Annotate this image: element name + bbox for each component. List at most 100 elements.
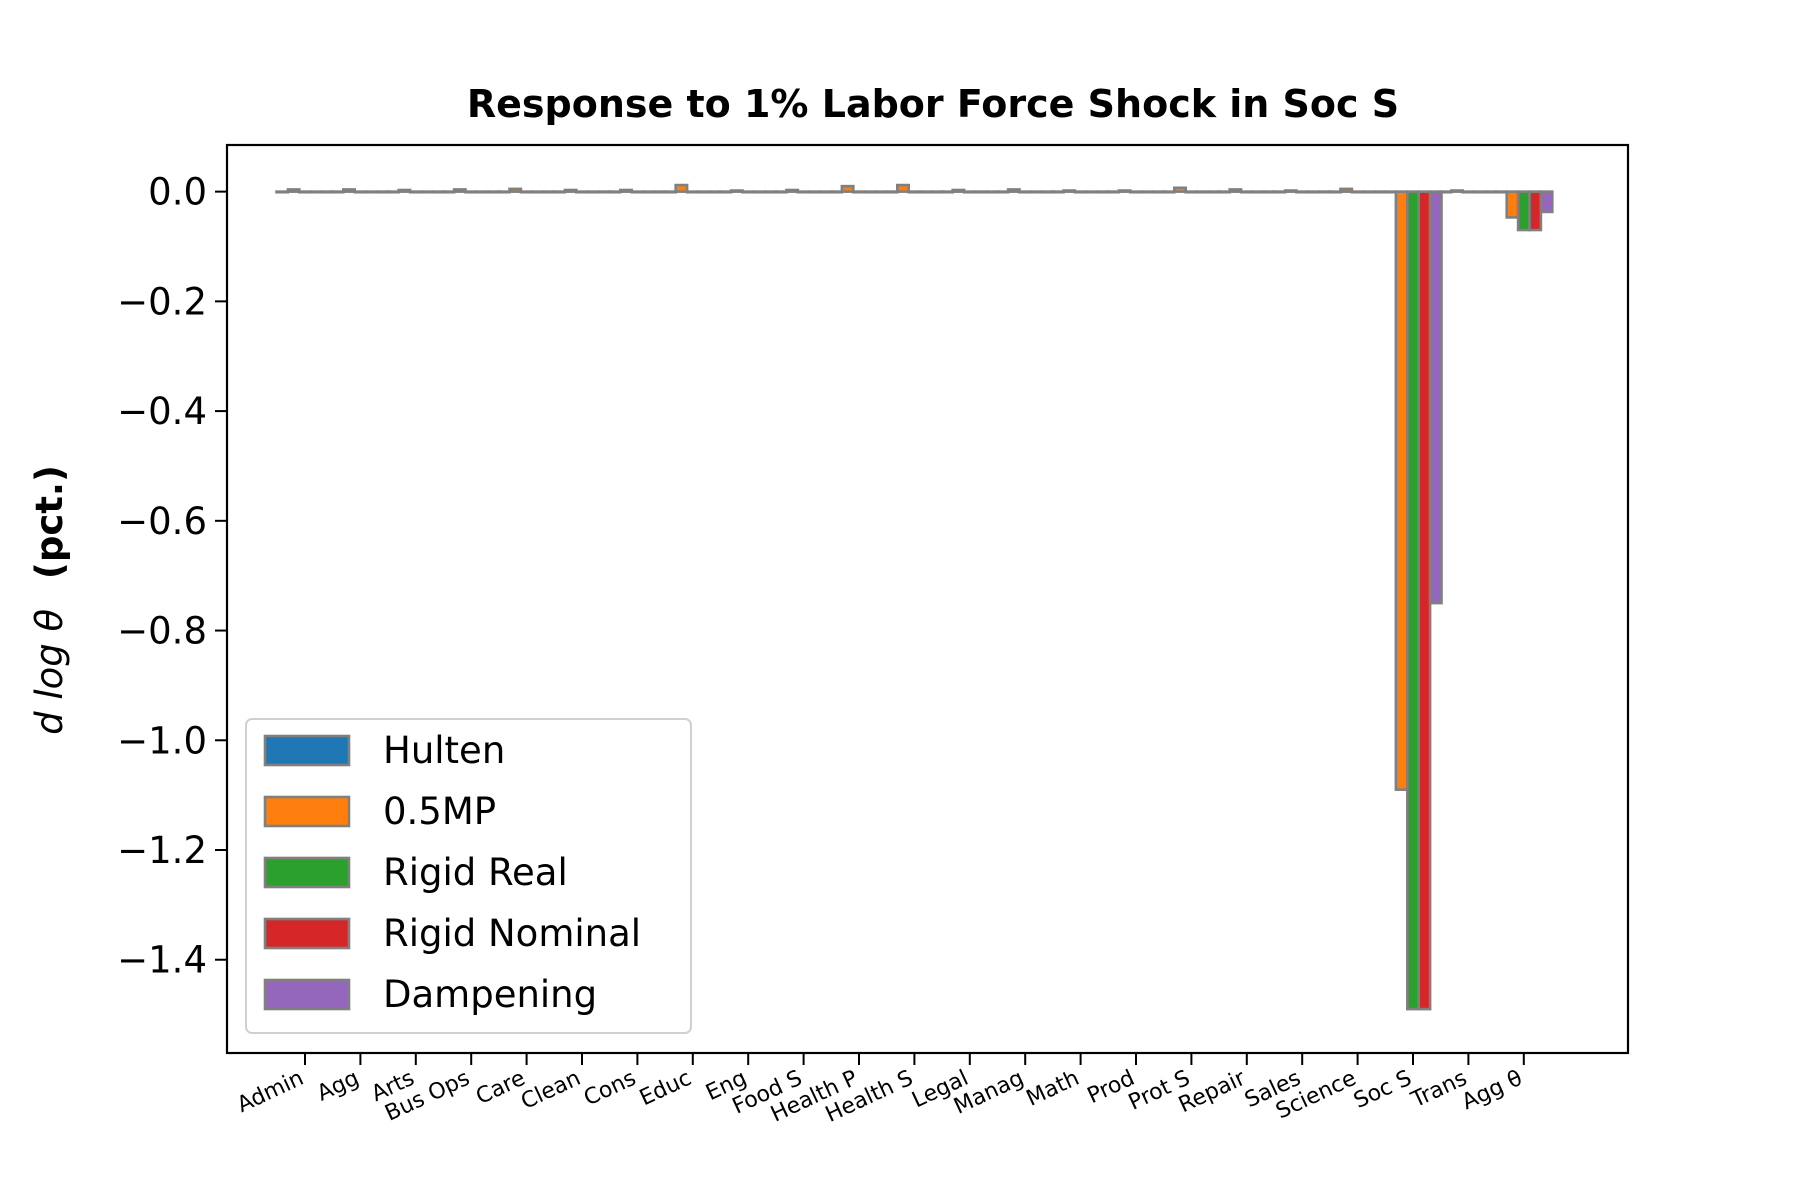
bar-rigid-nominal-1: [364, 190, 379, 194]
bar-hulten-22: [1494, 190, 1509, 194]
chart-title: Response to 1% Labor Force Shock in Soc …: [467, 82, 1399, 126]
bar-hulten-12: [939, 190, 954, 194]
legend-label-1: 0.5MP: [383, 790, 496, 833]
bar-rigid-real-17: [1239, 190, 1254, 194]
bar-rigid-real-9: [796, 190, 811, 194]
bar-rigid-nominal-22: [1528, 190, 1543, 232]
bar-rigid-real-20: [1406, 190, 1421, 1011]
bar-rigid-nominal-18: [1306, 190, 1321, 194]
bar-hulten-16: [1161, 190, 1176, 194]
bar-rigid-real-6: [630, 190, 645, 194]
bar-0-5mp-8: [729, 189, 744, 193]
bar-0-5mp-0: [286, 188, 301, 193]
bar-hulten-15: [1106, 190, 1121, 194]
bar-rigid-real-18: [1295, 190, 1310, 194]
bar-hulten-7: [662, 190, 677, 194]
y-axis-label: d log θ (pct.): [28, 465, 71, 735]
bar-0-5mp-19: [1339, 187, 1354, 193]
bar-rigid-real-13: [1018, 190, 1033, 194]
bar-hulten-18: [1272, 190, 1287, 194]
svg-text:d log θ (pct.): d log θ (pct.): [28, 465, 71, 735]
legend-box: [245, 718, 692, 1034]
x-tick-label-5: Clean: [517, 1066, 584, 1115]
bar-rigid-nominal-8: [752, 190, 767, 194]
bar-rigid-real-10: [851, 190, 866, 194]
x-tick-label-22: Agg θ: [1458, 1066, 1526, 1115]
bar-rigid-nominal-15: [1140, 190, 1155, 194]
bar-rigid-nominal-10: [863, 190, 878, 194]
legend-swatch-0: [263, 734, 351, 767]
bar-rigid-nominal-20: [1417, 190, 1432, 1011]
bar-0-5mp-11: [895, 183, 910, 193]
bar-0-5mp-9: [785, 188, 800, 193]
bar-dampening-20: [1428, 190, 1443, 605]
bar-0-5mp-22: [1505, 190, 1520, 219]
bar-hulten-3: [441, 190, 456, 194]
bar-hulten-5: [552, 190, 567, 194]
y-tick-label-2: −0.4: [117, 390, 207, 433]
x-tick-label-4: Care: [472, 1066, 529, 1110]
bar-hulten-14: [1050, 190, 1065, 194]
y-tick-label-7: −1.4: [117, 939, 207, 982]
x-tick-label-21: Trans: [1407, 1066, 1471, 1114]
legend-label-0: Hulten: [383, 729, 505, 772]
bar-rigid-nominal-3: [475, 190, 490, 194]
bar-rigid-real-3: [464, 190, 479, 194]
bar-0-5mp-18: [1283, 189, 1298, 193]
bar-hulten-10: [829, 190, 844, 194]
bar-hulten-1: [330, 190, 345, 194]
bar-rigid-nominal-14: [1085, 190, 1100, 194]
bar-rigid-nominal-13: [1029, 190, 1044, 194]
bar-rigid-nominal-0: [309, 190, 324, 194]
legend-label-2: Rigid Real: [383, 851, 568, 894]
y-axis: 0.0 −0.2 −0.4 −0.6 −0.8 −1.0 −1.2 −1.4: [117, 171, 227, 982]
bar-0-5mp-15: [1117, 189, 1132, 193]
bar-hulten-20: [1383, 190, 1398, 194]
bar-0-5mp-3: [452, 188, 467, 193]
bar-0-5mp-10: [840, 184, 855, 193]
bar-rigid-nominal-11: [918, 190, 933, 194]
bars-layer: [275, 183, 1554, 1011]
bar-0-5mp-5: [563, 188, 578, 193]
bar-rigid-real-19: [1350, 190, 1365, 194]
bar-0-5mp-6: [618, 188, 633, 193]
bar-rigid-nominal-21: [1472, 190, 1487, 194]
bar-rigid-real-0: [297, 190, 312, 194]
legend-label-4: Dampening: [383, 973, 597, 1016]
bar-rigid-real-21: [1461, 190, 1476, 194]
x-tick-label-0: Admin: [233, 1066, 307, 1118]
bar-hulten-4: [496, 190, 511, 194]
bar-dampening-22: [1539, 190, 1554, 214]
x-tick-label-1: Agg: [313, 1066, 363, 1107]
bar-hulten-9: [773, 190, 788, 194]
bar-rigid-real-8: [741, 190, 756, 194]
bar-hulten-19: [1327, 190, 1342, 194]
y-axis-label-math: d log θ: [28, 609, 71, 735]
bar-rigid-real-16: [1184, 190, 1199, 194]
bar-hulten-21: [1438, 190, 1453, 194]
bar-rigid-nominal-16: [1195, 190, 1210, 194]
x-tick-label-7: Educ: [636, 1066, 695, 1111]
y-tick-label-5: −1.0: [117, 719, 207, 762]
bar-hulten-17: [1217, 190, 1232, 194]
bar-rigid-nominal-9: [807, 190, 822, 194]
bar-0-5mp-12: [951, 188, 966, 193]
bar-hulten-6: [607, 190, 622, 194]
bar-rigid-real-5: [574, 190, 589, 194]
bar-rigid-real-2: [408, 190, 423, 194]
bar-rigid-real-14: [1073, 190, 1088, 194]
legend-label-3: Rigid Nominal: [383, 912, 641, 955]
bar-0-5mp-2: [397, 188, 412, 193]
legend: Hulten 0.5MP Rigid Real Rigid Nominal Dampen…: [245, 718, 692, 1034]
legend-swatch-1: [263, 795, 351, 828]
y-tick-label-0: 0.0: [148, 171, 207, 214]
y-tick-label-6: −1.2: [117, 829, 207, 872]
x-tick-label-20: Soc S: [1350, 1066, 1415, 1114]
bar-rigid-nominal-2: [420, 190, 435, 194]
bar-rigid-real-4: [519, 190, 534, 194]
bar-rigid-real-11: [907, 190, 922, 194]
bar-rigid-nominal-19: [1362, 190, 1377, 194]
y-tick-label-3: −0.6: [117, 500, 207, 543]
bar-rigid-nominal-6: [641, 190, 656, 194]
